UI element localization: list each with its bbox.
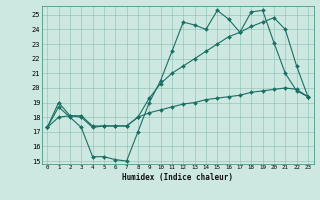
X-axis label: Humidex (Indice chaleur): Humidex (Indice chaleur) [122, 173, 233, 182]
